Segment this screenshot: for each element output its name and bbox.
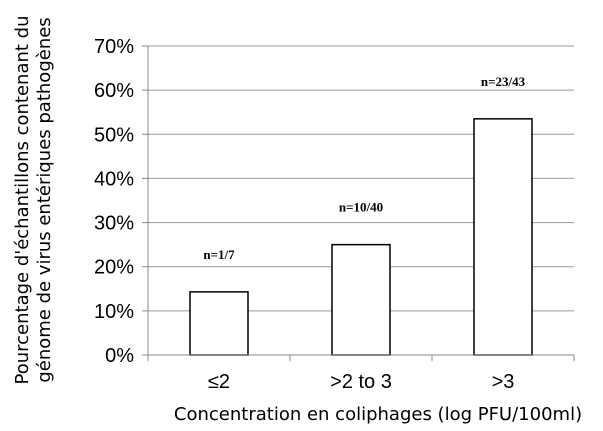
x-category-label: ≤2 xyxy=(208,371,230,393)
bar-data-label: n=1/7 xyxy=(203,247,235,262)
y-tick-label: 70% xyxy=(94,36,134,58)
y-tick-label: 10% xyxy=(94,301,134,323)
bar-data-label: n=23/43 xyxy=(481,74,526,89)
y-tick-label: 50% xyxy=(94,124,134,146)
y-axis-title-line-1: Pourcentage d'échantillons contenant du xyxy=(12,15,33,384)
bar xyxy=(189,291,249,356)
y-tick-label: 20% xyxy=(94,257,134,279)
axes xyxy=(142,45,575,361)
x-category-label: >2 to 3 xyxy=(330,371,392,393)
y-tick-label: 30% xyxy=(94,213,134,235)
y-axis-title: Pourcentage d'échantillons contenant du … xyxy=(12,15,55,384)
grid-lines xyxy=(148,45,574,312)
bar xyxy=(473,118,533,356)
y-tick-labels: 0% 10% 20% 30% 40% 50% 60% 70% xyxy=(94,36,134,367)
x-tick-labels: ≤2 >2 to 3 >3 xyxy=(208,371,514,393)
bar xyxy=(331,243,391,356)
bar-data-label: n=10/40 xyxy=(339,200,383,215)
bars xyxy=(189,118,533,356)
data-labels: n=1/7 n=10/40 n=23/43 xyxy=(203,74,525,262)
y-tick-label: 60% xyxy=(94,80,134,102)
y-tick-label: 0% xyxy=(105,345,134,367)
y-tick-label: 40% xyxy=(94,168,134,190)
x-axis-title: Concentration en coliphages (log PFU/100… xyxy=(174,404,582,425)
x-category-label: >3 xyxy=(492,371,515,393)
y-axis-title-line-2: génome de virus entériques pathogènes xyxy=(34,17,55,382)
